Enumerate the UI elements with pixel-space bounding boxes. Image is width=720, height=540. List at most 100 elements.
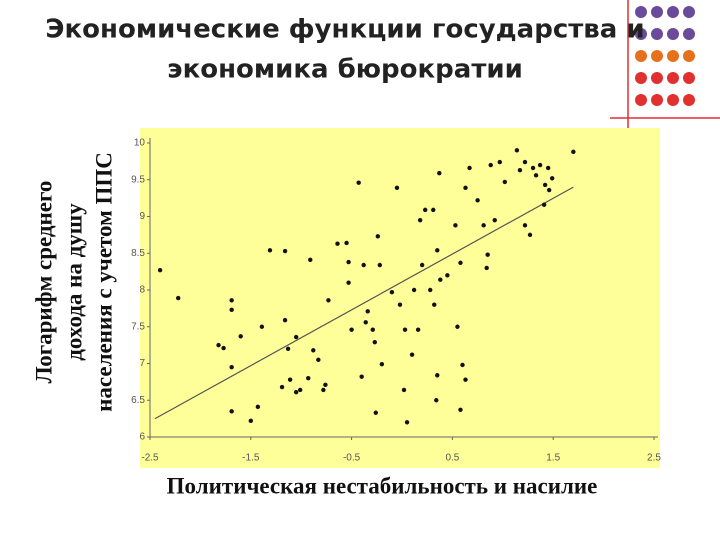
y-tick-label: 7 <box>139 358 145 369</box>
y-tick-label: 7.5 <box>131 321 145 332</box>
x-axis-label: Политическая нестабильность и насилие <box>167 473 598 498</box>
point <box>455 324 460 329</box>
point <box>397 302 403 307</box>
decor-dot <box>683 72 695 84</box>
point <box>409 352 415 357</box>
point <box>248 418 253 424</box>
point <box>267 248 273 253</box>
point <box>361 262 366 268</box>
plot-area <box>140 128 660 468</box>
point <box>492 217 497 223</box>
point <box>365 309 370 314</box>
point <box>402 327 408 332</box>
point <box>285 346 291 351</box>
point <box>432 302 437 307</box>
x-tick-label: -0.5 <box>343 453 361 464</box>
decor-dot <box>667 72 679 84</box>
point <box>571 149 576 155</box>
decor-dot <box>635 6 647 18</box>
y-tick-label: 10 <box>134 138 146 149</box>
point <box>323 382 328 388</box>
point <box>530 165 536 171</box>
x-tick-label: -2.5 <box>141 453 159 464</box>
point <box>467 165 472 171</box>
point <box>279 384 285 390</box>
point <box>370 327 375 332</box>
point <box>356 180 361 185</box>
x-tick-label: 0.5 <box>445 453 459 464</box>
point <box>379 362 385 367</box>
y-tick-label: 9 <box>139 211 145 222</box>
decor-dot <box>635 28 647 40</box>
point <box>431 207 436 213</box>
point <box>542 182 548 188</box>
point <box>445 273 450 278</box>
point <box>373 410 378 415</box>
point <box>411 287 417 293</box>
point <box>428 287 433 293</box>
point <box>297 387 303 393</box>
y-axis-label: Логарифм среднего <box>31 181 56 384</box>
point <box>514 148 520 153</box>
point <box>238 334 243 339</box>
y-tick-label: 8 <box>139 285 145 296</box>
point <box>481 223 486 228</box>
trend-line <box>154 186 574 420</box>
x-tick-label: 2.5 <box>647 453 661 464</box>
point <box>458 260 463 266</box>
point <box>293 389 299 395</box>
point <box>326 298 331 303</box>
point <box>316 357 321 363</box>
title-line: Экономические функции государства и <box>45 15 644 45</box>
point <box>255 404 261 410</box>
point <box>306 376 311 381</box>
x-tick-label: 1.5 <box>546 453 560 464</box>
point <box>537 162 543 168</box>
point <box>349 327 354 332</box>
decor-dot <box>651 28 663 40</box>
point <box>394 185 400 191</box>
decor-dot <box>651 94 663 106</box>
point <box>308 257 313 263</box>
point <box>435 373 440 378</box>
point <box>282 248 288 254</box>
y-tick-label: 9.5 <box>131 174 145 185</box>
point <box>533 173 539 178</box>
point <box>287 377 293 382</box>
point <box>359 374 364 379</box>
point <box>415 327 421 332</box>
point <box>463 185 468 191</box>
decor-dot <box>683 94 695 106</box>
decor-dot <box>651 72 663 84</box>
point <box>377 262 383 268</box>
y-tick-label: 8.5 <box>131 248 145 259</box>
point <box>401 387 407 393</box>
decor-dot <box>635 72 647 84</box>
point <box>335 241 340 246</box>
point <box>372 339 377 345</box>
point <box>346 280 351 285</box>
point <box>546 187 552 193</box>
point <box>229 307 234 313</box>
point <box>460 362 465 368</box>
point <box>229 409 234 414</box>
point <box>435 248 440 253</box>
point <box>463 377 468 382</box>
decor-dot <box>667 6 679 18</box>
point <box>437 170 442 176</box>
point <box>522 223 528 228</box>
point <box>221 345 226 351</box>
point <box>497 159 502 165</box>
point <box>453 223 458 228</box>
decor-dot <box>683 6 695 18</box>
point <box>484 265 489 271</box>
point <box>216 342 221 348</box>
point <box>344 240 349 246</box>
point <box>419 262 425 268</box>
x-tick-label: -1.5 <box>242 453 260 464</box>
y-axis-label: дохода на душу <box>61 203 86 361</box>
point <box>502 179 508 185</box>
point <box>475 198 480 203</box>
point <box>375 234 381 239</box>
point <box>363 320 368 325</box>
